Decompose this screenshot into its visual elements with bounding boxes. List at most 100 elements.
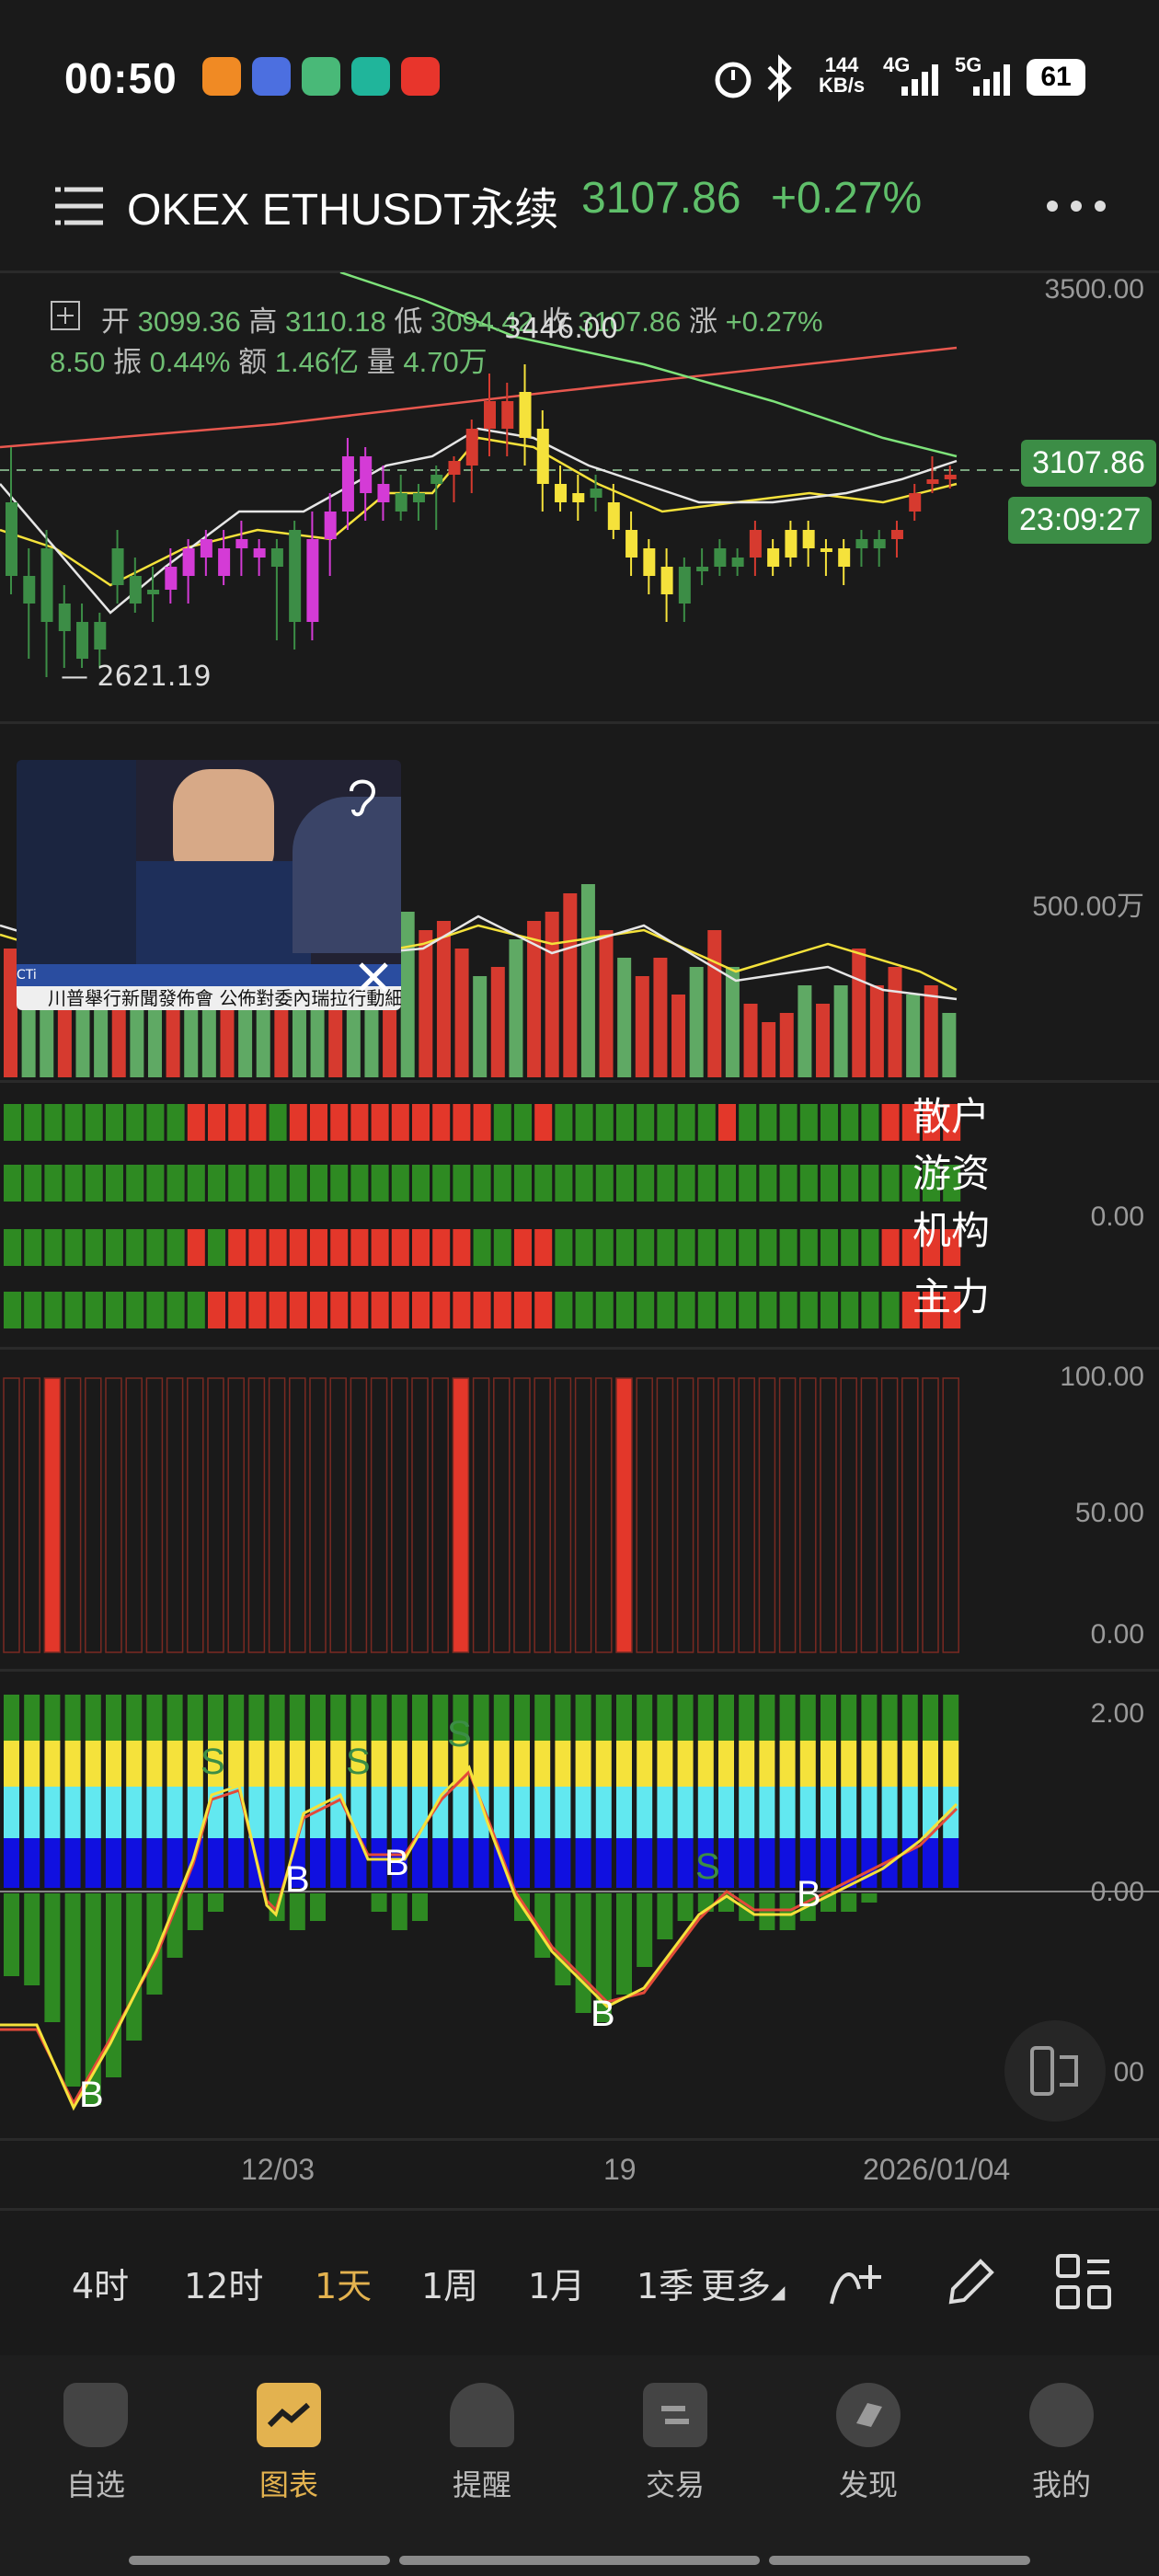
video-flag-bg: [17, 760, 136, 972]
timeframe-1q[interactable]: 1季: [637, 2266, 694, 2306]
flow-cell: [841, 1292, 859, 1328]
more-options-icon[interactable]: [1045, 195, 1109, 217]
flow-cell: [493, 1292, 511, 1328]
capital-flow-chart[interactable]: [0, 1082, 1159, 1349]
nav-watchlist[interactable]: 自选: [31, 2383, 160, 2504]
signal-band-blue: [64, 1838, 81, 1888]
candle-body: [501, 401, 514, 429]
header-price: 3107.86: [581, 174, 741, 223]
volume-bar: [653, 958, 668, 1077]
flow-cell: [106, 1104, 123, 1141]
high-marker: 3446.00: [504, 313, 619, 345]
floating-switch-button[interactable]: [1004, 2020, 1106, 2122]
divider: [0, 721, 1159, 724]
oscillator-chart[interactable]: [0, 1349, 1159, 1671]
signal-band-cyan: [697, 1787, 714, 1838]
nav-chart[interactable]: 图表: [224, 2383, 353, 2504]
candle-body: [341, 456, 354, 512]
video-channel: CTi: [17, 964, 401, 986]
signal-bar-below: [85, 1893, 101, 2105]
timeframe-1d[interactable]: 1天: [315, 2266, 373, 2306]
amplitude-label: 振: [112, 346, 142, 378]
signal-bar-below: [310, 1893, 326, 1921]
signal-band-yellow: [371, 1741, 387, 1787]
timeframe-12h[interactable]: 12时: [184, 2266, 264, 2306]
menu-icon[interactable]: [52, 180, 107, 232]
signal-band-blue: [861, 1838, 878, 1888]
current-price-tag: 3107.86: [1021, 440, 1156, 487]
oscillator-bar: [738, 1377, 755, 1653]
volume-bar: [833, 985, 848, 1077]
signal-band-yellow: [779, 1741, 796, 1787]
candle-body: [465, 429, 478, 466]
signal-band-cyan: [779, 1787, 796, 1838]
draw-line-icon[interactable]: [826, 2252, 885, 2311]
symbol-title[interactable]: OKEX ETHUSDT永续: [127, 186, 559, 235]
oscillator-bar: [636, 1377, 653, 1653]
timeframe-1w[interactable]: 1周: [421, 2266, 479, 2306]
signal-band-yellow: [657, 1741, 673, 1787]
signal-band-blue: [432, 1838, 449, 1888]
timeframe-1m[interactable]: 1月: [528, 2266, 586, 2306]
volume-chart[interactable]: [0, 723, 1159, 1082]
signal-band-yellow: [718, 1741, 734, 1787]
flow-cell: [371, 1165, 389, 1202]
flow-cell: [616, 1292, 634, 1328]
oscillator-bar: [105, 1377, 122, 1653]
signal-band-yellow: [901, 1741, 918, 1787]
nav-discover[interactable]: 发现: [804, 2383, 933, 2504]
sell-marker: S: [201, 1742, 225, 1782]
nav-trade[interactable]: 交易: [611, 2383, 740, 2504]
flow-cell: [637, 1104, 655, 1141]
oscillator-bar: [63, 1377, 82, 1653]
flow-cell: [289, 1229, 307, 1266]
grid-menu-icon[interactable]: [1054, 2252, 1113, 2311]
candles: [6, 364, 957, 677]
flow-cell: [595, 1292, 614, 1328]
signal-band-cyan: [371, 1787, 387, 1838]
volume-bar: [599, 930, 614, 1077]
flow-label-hot-money: 游资: [912, 1151, 991, 1196]
ear-icon[interactable]: [342, 775, 379, 819]
nav-profile[interactable]: 我的: [997, 2383, 1126, 2504]
signal-band-cyan: [146, 1787, 163, 1838]
oscillator-bar: [840, 1377, 857, 1653]
ma-red-line: [0, 346, 958, 449]
signal-band-cyan: [24, 1787, 40, 1838]
app-notification-icon: [401, 57, 440, 96]
flow-cell: [779, 1229, 798, 1266]
buy-sell-signal-chart[interactable]: S S S S B B B B B: [0, 1671, 1159, 2140]
volume-bar: [580, 884, 595, 1077]
volume-bar: [888, 967, 902, 1077]
video-overlay[interactable]: CTi 川普舉行新聞發佈會 公佈對委內瑞拉行動細節: [17, 760, 401, 1010]
flow-cell: [187, 1292, 205, 1328]
timeframe-more[interactable]: 更多◢: [701, 2258, 785, 2308]
flow-cell: [779, 1292, 798, 1328]
nav-alerts[interactable]: 提醒: [418, 2383, 546, 2504]
volume-bar: [798, 985, 812, 1077]
timeframe-4h[interactable]: 4时: [72, 2266, 130, 2306]
signal-band-cyan: [943, 1787, 959, 1838]
flow-cell: [64, 1165, 83, 1202]
candle-body: [270, 548, 283, 567]
flow-cell: [718, 1104, 736, 1141]
candle-body: [430, 475, 443, 484]
volume-bar: [473, 976, 488, 1077]
price-axis-top: 3500.00: [1044, 274, 1144, 305]
price-chart[interactable]: [0, 272, 1159, 723]
chart-icon: [257, 2383, 321, 2447]
close-icon[interactable]: [355, 959, 392, 995]
add-indicator-icon[interactable]: [50, 300, 81, 331]
flow-cell: [943, 1104, 961, 1141]
volume-bar: [147, 995, 162, 1077]
buy-marker: B: [591, 1994, 615, 2034]
flow-cell: [657, 1165, 675, 1202]
signal-band-cyan: [799, 1787, 816, 1838]
flow-cell: [371, 1292, 389, 1328]
app-notification-icon: [351, 57, 390, 96]
candle-body: [607, 502, 620, 530]
flow-cell: [228, 1292, 247, 1328]
pencil-icon[interactable]: [942, 2252, 1001, 2311]
signal-band-cyan: [841, 1787, 857, 1838]
status-bar: 00:50 144 KB/s 4G 5G 61: [0, 0, 1159, 156]
